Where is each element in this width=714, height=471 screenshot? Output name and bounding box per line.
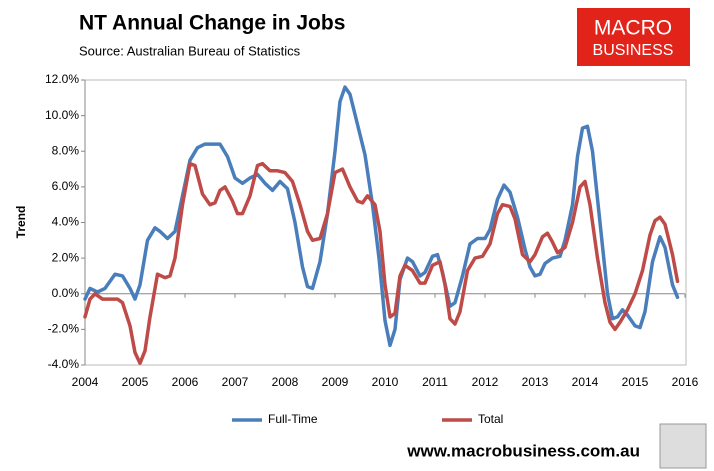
logo-text: BUSINESS bbox=[593, 42, 674, 59]
x-tick-label: 2015 bbox=[622, 375, 649, 389]
chart-subtitle: Source: Australian Bureau of Statistics bbox=[79, 43, 301, 58]
y-tick-label: -4.0% bbox=[48, 357, 80, 371]
y-tick-label: -2.0% bbox=[48, 322, 80, 336]
y-tick-label: 8.0% bbox=[52, 143, 80, 157]
logo-box bbox=[577, 8, 690, 66]
series-line bbox=[83, 85, 680, 348]
x-tick-label: 2016 bbox=[672, 375, 699, 389]
chart-title: NT Annual Change in Jobs bbox=[79, 12, 345, 35]
y-tick-label: 12.0% bbox=[45, 72, 79, 86]
legend-label: Total bbox=[478, 412, 503, 426]
legend-label: Full-Time bbox=[268, 412, 318, 426]
logo-icon bbox=[659, 423, 707, 469]
y-tick-label: 4.0% bbox=[52, 215, 80, 229]
x-tick-label: 2009 bbox=[322, 375, 349, 389]
logo-text: MACRO bbox=[594, 17, 672, 40]
x-tick-label: 2014 bbox=[572, 375, 599, 389]
x-tick-label: 2012 bbox=[472, 375, 499, 389]
y-axis-label: Trend bbox=[14, 206, 28, 239]
footer: www.macrobusiness.com.au bbox=[406, 441, 640, 460]
x-tick-label: 2008 bbox=[272, 375, 299, 389]
y-tick-label: 10.0% bbox=[45, 108, 79, 122]
y-tick-label: 0.0% bbox=[52, 286, 80, 300]
x-tick-label: 2007 bbox=[222, 375, 249, 389]
x-tick-label: 2011 bbox=[422, 375, 448, 389]
x-tick-label: 2006 bbox=[172, 375, 199, 389]
x-tick-label: 2013 bbox=[522, 375, 549, 389]
x-tick-label: 2005 bbox=[122, 375, 149, 389]
y-tick-label: 2.0% bbox=[52, 250, 80, 264]
x-tick-label: 2010 bbox=[372, 375, 399, 389]
x-tick-label: 2004 bbox=[72, 375, 99, 389]
series-line bbox=[83, 161, 680, 365]
y-tick-label: 6.0% bbox=[52, 179, 80, 193]
